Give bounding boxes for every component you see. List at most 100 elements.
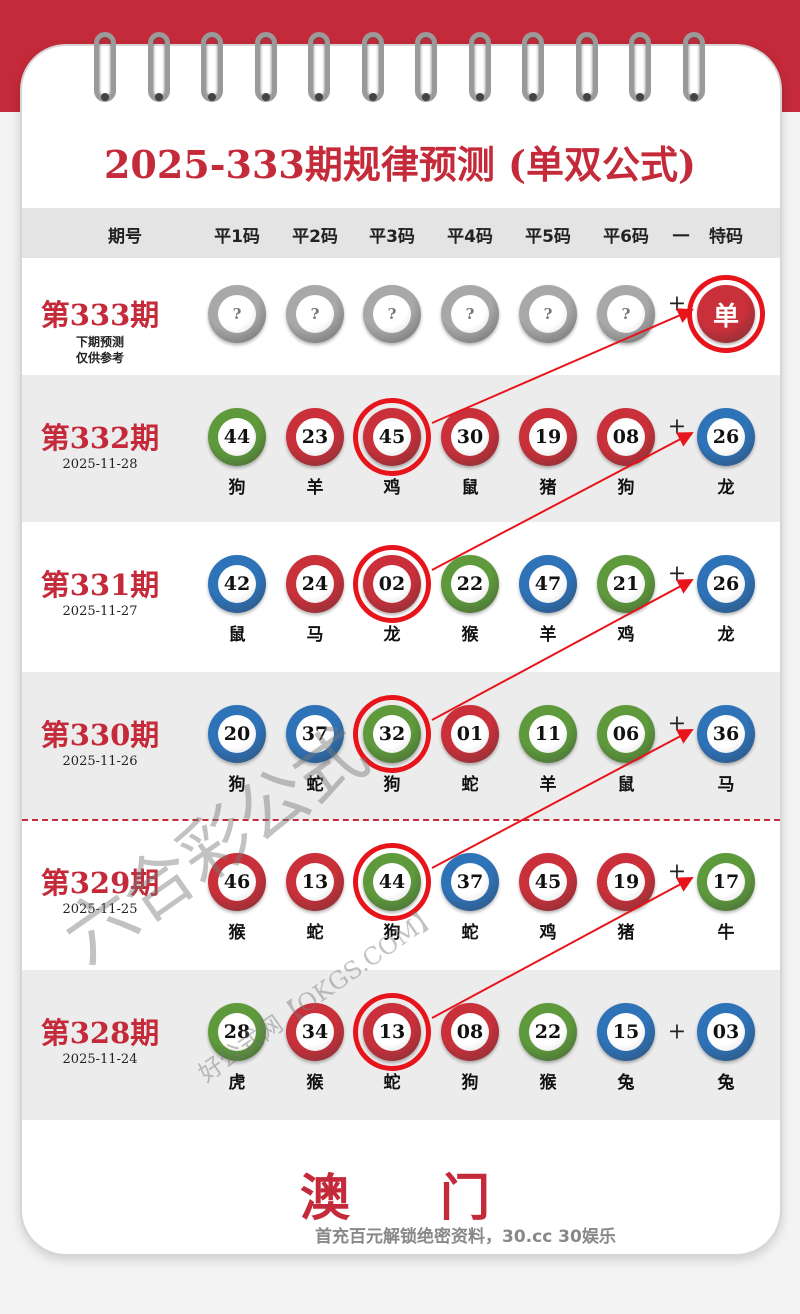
- zodiac-label: 狗: [228, 775, 246, 795]
- zodiac-label: 鸡: [539, 923, 557, 943]
- ball-number: 08: [451, 1013, 489, 1051]
- ball-number: 37: [451, 863, 489, 901]
- number-ball: 08: [441, 1003, 499, 1061]
- number-ball: 19: [597, 853, 655, 911]
- ball-number: 21: [607, 565, 645, 603]
- number-ball: 42: [208, 555, 266, 613]
- footer-title: 澳门: [300, 1168, 580, 1227]
- zodiac-label: 狗: [461, 1073, 479, 1093]
- number-ball: ?: [441, 285, 499, 343]
- trend-arrow: [431, 432, 694, 571]
- ball-number: ?: [607, 295, 645, 333]
- binding-ring: [361, 32, 384, 102]
- zodiac-label: 蛇: [306, 923, 324, 943]
- issue-date: 2025-11-27: [62, 604, 138, 619]
- issue-date: 2025-11-25: [62, 902, 138, 917]
- zodiac-label: 龙: [717, 625, 735, 645]
- binding-ring: [147, 32, 170, 102]
- zodiac-label: 虎: [228, 1073, 246, 1093]
- number-ball: 28: [208, 1003, 266, 1061]
- ball-number: 24: [296, 565, 334, 603]
- header-col-6: 平6码: [603, 227, 649, 247]
- highlight-circle: [353, 398, 431, 476]
- header-special: 特码: [709, 227, 743, 247]
- number-ball: 46: [208, 853, 266, 911]
- ball-number: 30: [451, 418, 489, 456]
- ball-number: 17: [707, 863, 745, 901]
- zodiac-label: 羊: [539, 625, 557, 645]
- number-ball: 11: [519, 705, 577, 763]
- issue-number: 第332期: [40, 421, 160, 455]
- number-ball: 21: [597, 555, 655, 613]
- binding-ring: [575, 32, 598, 102]
- special-ball: 17: [697, 853, 755, 911]
- ball-number: 15: [607, 1013, 645, 1051]
- zodiac-label: 猴: [228, 923, 246, 943]
- issue-number: 第331期: [40, 568, 160, 602]
- issue-date: 2025-11-26: [62, 754, 138, 769]
- zodiac-label: 狗: [228, 478, 246, 498]
- zodiac-label: 猴: [539, 1073, 557, 1093]
- header-issue: 期号: [108, 227, 142, 247]
- ball-number: 22: [529, 1013, 567, 1051]
- binding-ring: [254, 32, 277, 102]
- zodiac-label: 鼠: [617, 775, 635, 795]
- ball-number: 36: [707, 715, 745, 753]
- number-ball: 08: [597, 408, 655, 466]
- dashed-divider: [22, 819, 780, 821]
- header-col-4: 平4码: [447, 227, 493, 247]
- issue-label: 第328期 2025-11-24: [41, 1010, 160, 1067]
- issue-label: 第333期 下期预测 仅供参考: [41, 292, 160, 366]
- zodiac-label: 龙: [383, 625, 401, 645]
- header-col-2: 平2码: [292, 227, 338, 247]
- zodiac-label: 猴: [306, 1073, 324, 1093]
- zodiac-label: 马: [306, 625, 324, 645]
- binding-ring: [201, 32, 223, 102]
- zodiac-label: 蛇: [383, 1073, 401, 1093]
- zodiac-label: 牛: [717, 923, 735, 943]
- zodiac-label: 猪: [539, 478, 557, 498]
- header-dash: 一: [672, 227, 690, 247]
- note-line: 下期预测: [75, 335, 125, 349]
- issue-label: 第332期 2025-11-28: [41, 415, 160, 472]
- page-title: 2025-333期规律预测 (单双公式): [103, 142, 697, 187]
- special-ball: 36: [697, 705, 755, 763]
- ball-number: 46: [218, 863, 256, 901]
- ball-number: 19: [529, 418, 567, 456]
- zodiac-label: 鼠: [228, 625, 246, 645]
- zodiac-label: 猪: [617, 923, 635, 943]
- trend-arrow: [431, 579, 694, 721]
- ball-number: 42: [218, 565, 256, 603]
- zodiac-label: 兔: [717, 1073, 735, 1093]
- ball-number: ?: [218, 295, 256, 333]
- zodiac-label: 龙: [717, 478, 735, 498]
- number-ball: 20: [208, 705, 266, 763]
- footer-ad-link[interactable]: 首充百元解锁绝密资料，30.cc 30娱乐: [315, 1227, 616, 1247]
- binding-ring: [468, 32, 491, 102]
- ball-number: 37: [296, 715, 334, 753]
- zodiac-label: 猴: [461, 625, 479, 645]
- zodiac-label: 马: [717, 775, 735, 795]
- ball-number: 11: [529, 715, 567, 753]
- issue-date: 2025-11-24: [62, 1052, 138, 1067]
- number-ball: 15: [597, 1003, 655, 1061]
- trend-arrow: [431, 877, 694, 1019]
- binding-ring: [415, 32, 437, 102]
- zodiac-label: 狗: [383, 923, 401, 943]
- number-ball: 22: [441, 555, 499, 613]
- number-ball: 30: [441, 408, 499, 466]
- zodiac-label: 羊: [539, 775, 557, 795]
- highlight-circle: [353, 695, 431, 773]
- binding-ring: [522, 32, 544, 102]
- zodiac-label: 狗: [617, 478, 635, 498]
- binding-ring: [629, 32, 651, 102]
- ball-number: 26: [707, 418, 745, 456]
- issue-number: 第333期: [40, 298, 160, 332]
- number-ball: 13: [286, 853, 344, 911]
- ball-number: 45: [529, 863, 567, 901]
- number-ball: ?: [208, 285, 266, 343]
- number-ball: 01: [441, 705, 499, 763]
- number-ball: 44: [208, 408, 266, 466]
- ball-number: 13: [296, 863, 334, 901]
